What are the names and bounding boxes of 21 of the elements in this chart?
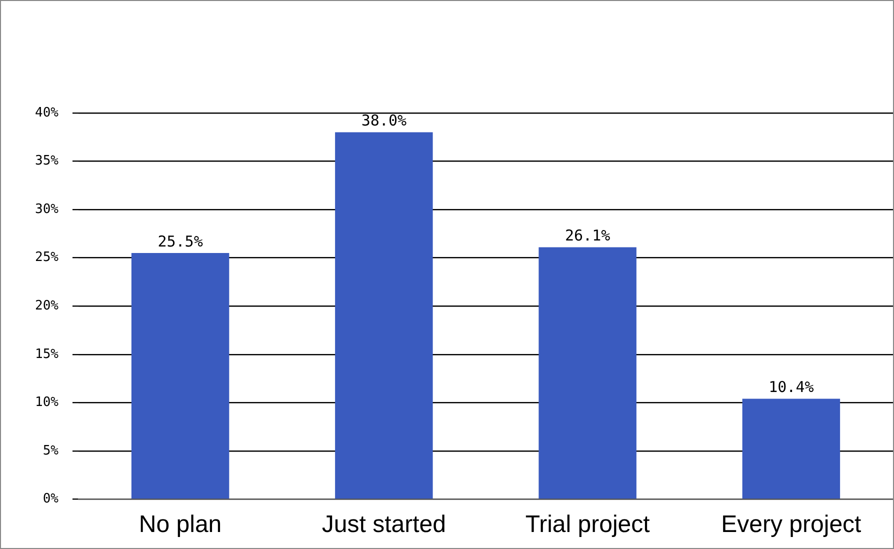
x-tick-label: No plan [138, 511, 222, 538]
x-tick-label: Trial project [525, 511, 650, 538]
y-tick-label: 25% [34, 250, 59, 266]
y-tick-label: 5% [42, 443, 59, 458]
data-label: 38.0% [361, 112, 407, 130]
y-tick-label: 10% [34, 395, 59, 410]
y-tick-label: 20% [34, 298, 59, 314]
y-tick-label: 30% [34, 202, 59, 217]
data-label: 25.5% [158, 232, 203, 250]
data-label: 26.1% [564, 226, 610, 245]
x-tick-label: Just started [322, 511, 446, 538]
y-tick-label: 40% [34, 105, 59, 120]
y-tick-label: 0% [42, 492, 59, 507]
x-tick-label: Every project [721, 511, 862, 538]
bar [538, 247, 636, 499]
bar [335, 132, 433, 499]
bar [742, 398, 840, 499]
bar [131, 253, 230, 499]
y-tick-label: 35% [34, 154, 59, 169]
y-tick-label: 15% [34, 346, 59, 362]
data-label: 10.4% [768, 378, 814, 396]
